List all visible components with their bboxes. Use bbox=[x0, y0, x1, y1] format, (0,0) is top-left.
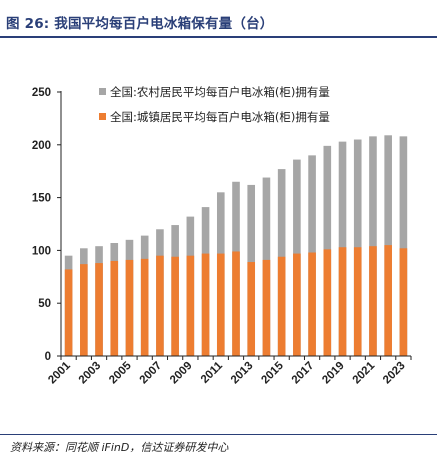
x-tick-label: 2003 bbox=[77, 360, 104, 387]
x-tick-label: 2005 bbox=[107, 359, 134, 386]
legend: 全国:农村居民平均每百户电冰箱(柜)拥有量 全国:城镇居民平均每百户电冰箱(柜)… bbox=[99, 85, 330, 124]
y-tick-label: 0 bbox=[45, 351, 51, 363]
bar-urban-2015 bbox=[277, 256, 286, 356]
bar-urban-2017 bbox=[308, 252, 316, 356]
bar-urban-2013 bbox=[247, 262, 256, 356]
bar-urban-2007 bbox=[156, 255, 164, 356]
bar-urban-2001 bbox=[64, 269, 73, 356]
x-tick-label: 2009 bbox=[168, 360, 195, 387]
bar-rural-2023 bbox=[399, 136, 408, 356]
bar-urban-2011 bbox=[216, 253, 225, 356]
bar-urban-2014 bbox=[262, 259, 271, 356]
y-tick-label: 150 bbox=[32, 193, 51, 205]
bar-urban-2021 bbox=[369, 246, 377, 356]
bar-urban-2018 bbox=[323, 249, 332, 356]
bar-urban-2002 bbox=[80, 264, 88, 356]
bar-urban-2016 bbox=[293, 253, 301, 356]
bars bbox=[64, 135, 408, 356]
bar-urban-2023 bbox=[399, 248, 408, 356]
x-tick-label: 2001 bbox=[46, 359, 73, 386]
bar-urban-2004 bbox=[110, 260, 119, 356]
source-note: 资料来源：同花顺 iFinD，信达证券研发中心 bbox=[10, 441, 229, 454]
x-tick-label: 2023 bbox=[381, 360, 408, 387]
footer-divider bbox=[0, 434, 437, 435]
x-tick-label: 2021 bbox=[351, 359, 378, 386]
x-tick-label: 2017 bbox=[290, 360, 317, 387]
bar-urban-2010 bbox=[201, 253, 210, 356]
legend-label-urban: 全国:城镇居民平均每百户电冰箱(柜)拥有量 bbox=[110, 110, 330, 124]
x-tick-label: 2019 bbox=[320, 360, 347, 387]
y-tick-label: 200 bbox=[32, 140, 51, 152]
bar-urban-2006 bbox=[140, 258, 149, 356]
x-tick-label: 2007 bbox=[138, 360, 165, 387]
bar-urban-2003 bbox=[95, 263, 103, 356]
figure-title: 图 26: 我国平均每百户电冰箱保有量（台） bbox=[6, 16, 274, 32]
y-tick-label: 50 bbox=[38, 298, 51, 310]
bar-rural-2021 bbox=[369, 136, 377, 356]
y-tick-label: 100 bbox=[32, 245, 51, 257]
bar-urban-2005 bbox=[125, 259, 134, 356]
title-divider bbox=[0, 36, 437, 38]
bar-urban-2008 bbox=[171, 256, 179, 356]
bar-urban-2022 bbox=[384, 245, 392, 356]
x-tick-label: 2011 bbox=[199, 359, 226, 386]
legend-swatch-rural bbox=[99, 88, 106, 95]
legend-swatch-urban bbox=[99, 113, 106, 120]
x-tick-label: 2013 bbox=[229, 360, 256, 387]
bar-urban-2020 bbox=[353, 247, 362, 356]
bar-urban-2019 bbox=[338, 247, 347, 356]
x-tick-label: 2015 bbox=[259, 359, 286, 386]
bar-urban-2012 bbox=[232, 251, 240, 356]
legend-label-rural: 全国:农村居民平均每百户电冰箱(柜)拥有量 bbox=[110, 85, 330, 99]
bar-urban-2009 bbox=[186, 255, 195, 356]
y-tick-label: 250 bbox=[32, 87, 51, 99]
